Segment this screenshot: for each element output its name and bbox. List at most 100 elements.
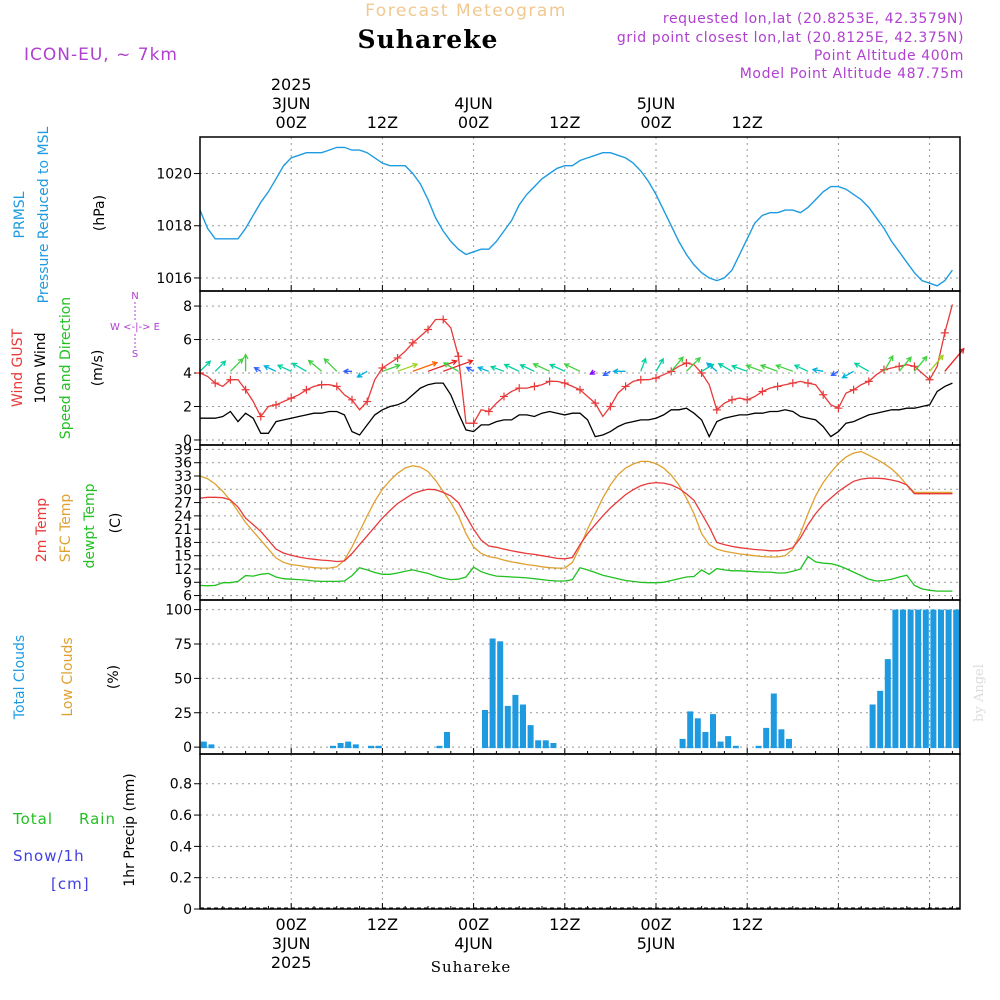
panel-border — [199, 444, 961, 601]
cloud-bar — [778, 729, 785, 749]
gust-marker — [712, 405, 721, 414]
snow-label: Snow/1h — [13, 847, 85, 865]
gust-marker — [439, 315, 448, 324]
temp-2m-line — [199, 477, 953, 563]
wind-arrow — [229, 357, 244, 372]
wind-arrow — [717, 363, 733, 372]
wind-arrow — [730, 364, 748, 372]
cloud-bar — [375, 745, 382, 749]
y-tick-label: 15 — [174, 549, 192, 565]
wind-arrow — [841, 370, 854, 379]
forecast-title: Forecast Meteogram — [365, 1, 567, 21]
gust-marker — [834, 404, 843, 413]
precip-ylabel: 1hr Precip (mm) — [122, 773, 138, 886]
y-tick-label: 27 — [174, 496, 192, 512]
cloud-bar — [208, 744, 215, 749]
time-label-top: 2025 — [271, 75, 312, 94]
y-tick-label: 21 — [174, 522, 192, 538]
cloud-bar — [786, 738, 792, 749]
cloud-bar — [535, 740, 542, 749]
time-label-bottom: 12Z — [549, 915, 580, 934]
dewpt-line — [199, 555, 953, 592]
cloud-bar — [725, 736, 732, 749]
cloud-bar — [717, 741, 724, 749]
wind-arrow — [830, 370, 839, 376]
wind-arrow — [793, 364, 809, 372]
gust-marker — [940, 328, 949, 337]
cloud-bar — [732, 745, 739, 749]
wind-arrow — [898, 356, 912, 372]
gridpoint-coords: grid point closest lon,lat (20.8125E, 42… — [617, 30, 964, 46]
cloud-bar — [542, 740, 549, 749]
cloud-bar — [945, 609, 952, 749]
location-title: Suhareke — [358, 25, 499, 54]
cloud-bar — [710, 714, 716, 749]
cloud-bar — [755, 745, 762, 749]
time-label-top: 12Z — [367, 113, 398, 132]
gust-marker — [636, 375, 645, 384]
time-label-top: 00Z — [640, 113, 671, 132]
wind-arrow — [356, 370, 368, 378]
y-tick-label: 4 — [183, 366, 192, 382]
cloud-bar — [337, 743, 344, 749]
wind-arrow — [442, 359, 474, 372]
y-tick-label: 18 — [174, 535, 192, 551]
wind-dir-label: Speed and Direction — [58, 297, 74, 439]
wind-arrow — [307, 359, 323, 372]
wind-panel: 0 2 4 6 8 — [183, 290, 965, 449]
panel-border — [199, 753, 961, 910]
gust-marker — [256, 412, 265, 421]
cloud-bar — [497, 641, 504, 749]
compass-s: S — [132, 349, 138, 360]
gust-marker — [332, 382, 341, 391]
wind-arrow — [276, 364, 292, 372]
y-tick-label: 24 — [174, 509, 192, 525]
time-label-bottom: 12Z — [367, 915, 398, 934]
gust-marker — [621, 382, 630, 391]
wind-arrow — [929, 354, 944, 372]
gust-marker — [849, 385, 858, 394]
gust-marker — [560, 379, 569, 388]
gust-marker — [348, 395, 356, 404]
y-tick-label: 0.6 — [170, 808, 192, 824]
wind-arrow — [397, 362, 419, 372]
wind-arrow — [532, 362, 550, 372]
gust-marker — [591, 399, 600, 408]
gust-marker — [728, 395, 736, 404]
cloud-bar — [877, 690, 884, 749]
gust-marker — [500, 392, 508, 401]
gust-marker — [743, 395, 752, 404]
gust-marker — [363, 397, 372, 406]
gust-marker — [317, 380, 326, 389]
gust-marker — [606, 402, 615, 411]
wind-arrow — [759, 363, 778, 372]
wind-arrow — [253, 367, 262, 373]
time-label-top: 00Z — [276, 113, 307, 132]
precip-panel-labels: Total Rain Snow/1h [cm] 1hr Precip (mm) — [12, 773, 138, 893]
time-label-top: 3JUN — [272, 94, 311, 113]
temp-unit: (C) — [108, 513, 124, 534]
y-tick-label: 0.8 — [170, 777, 192, 793]
gust-marker — [773, 382, 782, 391]
cloud-bar — [352, 744, 359, 749]
compass-we: W <-|-> E — [110, 322, 160, 333]
cloud-bar — [330, 745, 336, 749]
cloud-bar — [489, 638, 496, 749]
sfctemp-label: SFC Temp — [58, 494, 74, 563]
pressure-label-1: PRMSL — [12, 191, 28, 238]
wind-arrow — [655, 357, 664, 372]
wind-arrow — [477, 366, 490, 372]
cloud-bar — [907, 609, 914, 749]
wind-arrow — [944, 347, 965, 372]
cloud-bar — [520, 704, 526, 749]
time-label-bottom: 00Z — [458, 915, 489, 934]
gust-marker — [758, 387, 767, 396]
time-label-top: 12Z — [549, 113, 580, 132]
dewpt-label: dewpt Temp — [82, 483, 98, 568]
time-label-bottom: 00Z — [640, 915, 671, 934]
wind-arrow — [427, 359, 458, 372]
y-tick-label: 30 — [174, 482, 192, 498]
panel-border — [199, 290, 961, 446]
y-tick-label: 25 — [174, 706, 192, 722]
